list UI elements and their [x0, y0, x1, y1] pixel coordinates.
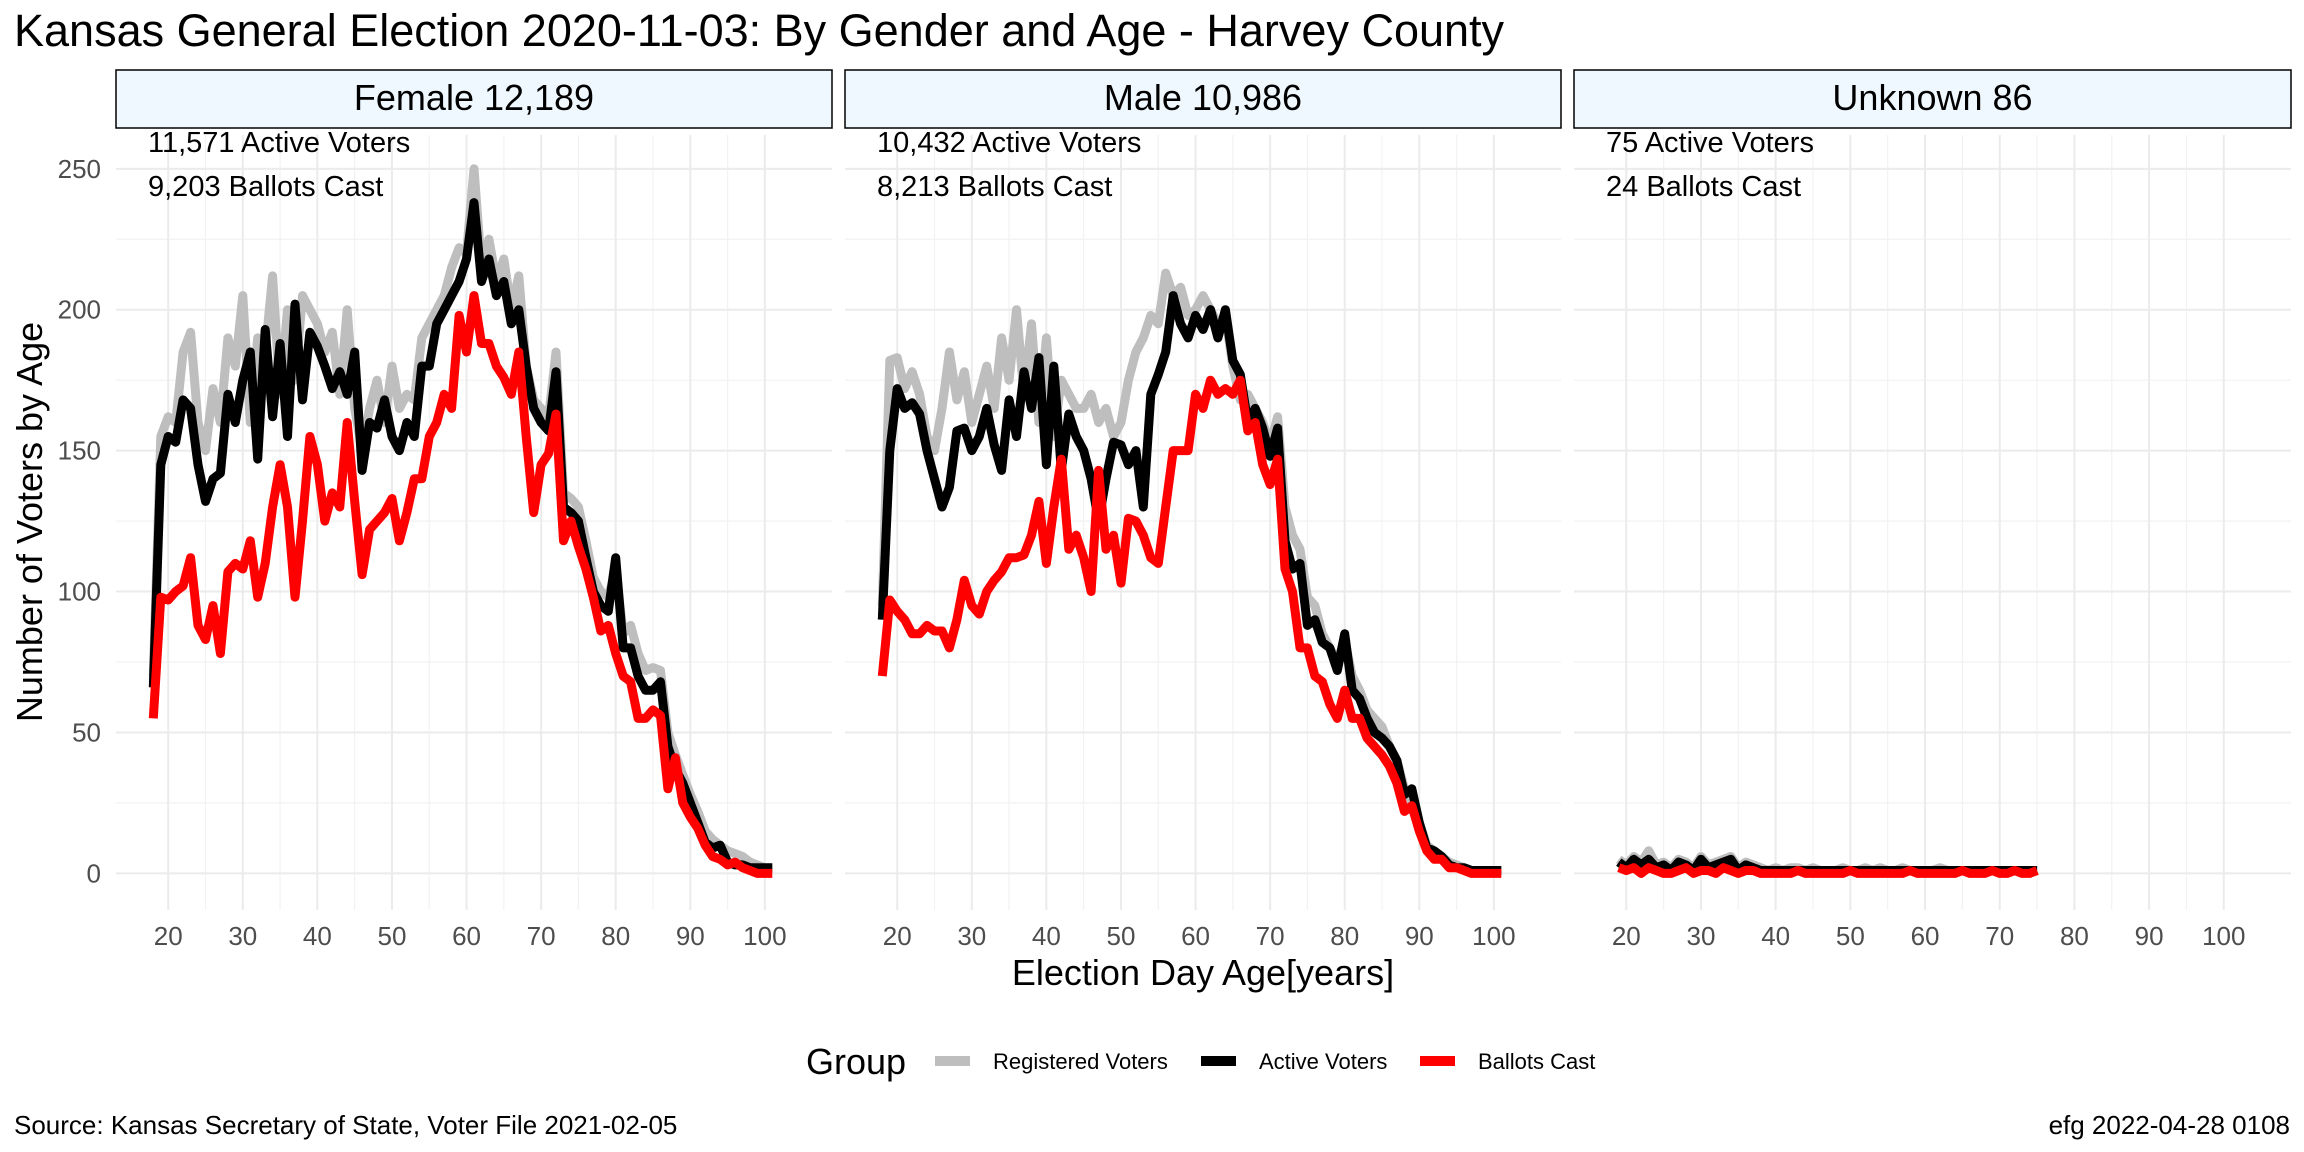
x-tick-label: 40 [303, 921, 332, 951]
x-tick-label: 60 [452, 921, 481, 951]
x-tick-label: 30 [957, 921, 986, 951]
panel-annotation: 11,571 Active Voters [148, 127, 410, 159]
strip-label: Male 10,986 [1104, 77, 1302, 118]
x-tick-label: 30 [1687, 921, 1716, 951]
strip-label: Unknown 86 [1832, 77, 2032, 118]
strip-box [844, 69, 1562, 129]
x-tick-label: 20 [154, 921, 183, 951]
x-tick-label: 80 [2060, 921, 2089, 951]
x-tick-label: 90 [2135, 921, 2164, 951]
x-tick-label: 50 [1836, 921, 1865, 951]
x-tick-label: 100 [743, 921, 786, 951]
x-tick-label: 50 [377, 921, 406, 951]
x-tick-label: 70 [1985, 921, 2014, 951]
x-tick-label: 80 [601, 921, 630, 951]
source-caption: Source: Kansas Secretary of State, Voter… [14, 1110, 677, 1140]
series-line [148, 291, 773, 878]
panel-2: Male 10,986 10,432 Active Voters 8,213 Bal… [844, 69, 1562, 951]
y-tick-label: 150 [58, 436, 101, 466]
series-line [877, 291, 1502, 875]
strip-label: Female 12,189 [354, 77, 594, 118]
panel-annotation: 10,432 Active Voters [877, 127, 1141, 159]
panel-annotation: 24 Ballots Cast [1606, 171, 1801, 203]
y-tick-label: 200 [58, 295, 101, 325]
credit-caption: efg 2022-04-28 0108 [2049, 1110, 2290, 1140]
strip-box [1573, 69, 2292, 129]
x-tick-label: 90 [676, 921, 705, 951]
y-tick-label: 0 [87, 858, 101, 888]
x-tick-label: 100 [2202, 921, 2245, 951]
panel-annotation: 8,213 Ballots Cast [877, 171, 1112, 203]
chart-title: Kansas General Election 2020-11-03: By G… [14, 5, 1505, 56]
series-line [877, 268, 1502, 875]
legend-label: Ballots Cast [1478, 1049, 1595, 1074]
y-axis-title: Number of Voters by Age [9, 322, 50, 722]
legend-label: Registered Voters [993, 1049, 1168, 1074]
x-tick-label: 50 [1106, 921, 1135, 951]
x-tick-label: 20 [1612, 921, 1641, 951]
x-tick-label: 30 [228, 921, 257, 951]
panel-annotation: 9,203 Ballots Cast [148, 171, 383, 203]
strip-box [115, 69, 833, 129]
y-tick-label: 100 [58, 577, 101, 607]
panel-1: Female 12,189 11,571 Active Voters 9,203 B… [58, 69, 833, 951]
series-line [1617, 863, 2039, 878]
panel-3: Unknown 86 75 Active Voters 24 Ballots Cas… [1573, 69, 2292, 951]
x-tick-label: 90 [1405, 921, 1434, 951]
x-tick-label: 40 [1032, 921, 1061, 951]
x-axis-title: Election Day Age[years] [1012, 952, 1394, 993]
x-tick-label: 60 [1181, 921, 1210, 951]
series-line [877, 375, 1502, 878]
series-line [148, 198, 773, 873]
x-tick-label: 80 [1330, 921, 1359, 951]
x-tick-label: 100 [1472, 921, 1515, 951]
legend-label: Active Voters [1259, 1049, 1387, 1074]
x-tick-label: 20 [883, 921, 912, 951]
panel-annotation: 75 Active Voters [1606, 127, 1814, 159]
x-tick-label: 40 [1761, 921, 1790, 951]
legend-title: Group [806, 1041, 906, 1082]
x-tick-label: 70 [527, 921, 556, 951]
x-tick-label: 70 [1256, 921, 1285, 951]
y-tick-label: 250 [58, 154, 101, 184]
x-tick-label: 60 [1911, 921, 1940, 951]
y-tick-label: 50 [72, 717, 101, 747]
